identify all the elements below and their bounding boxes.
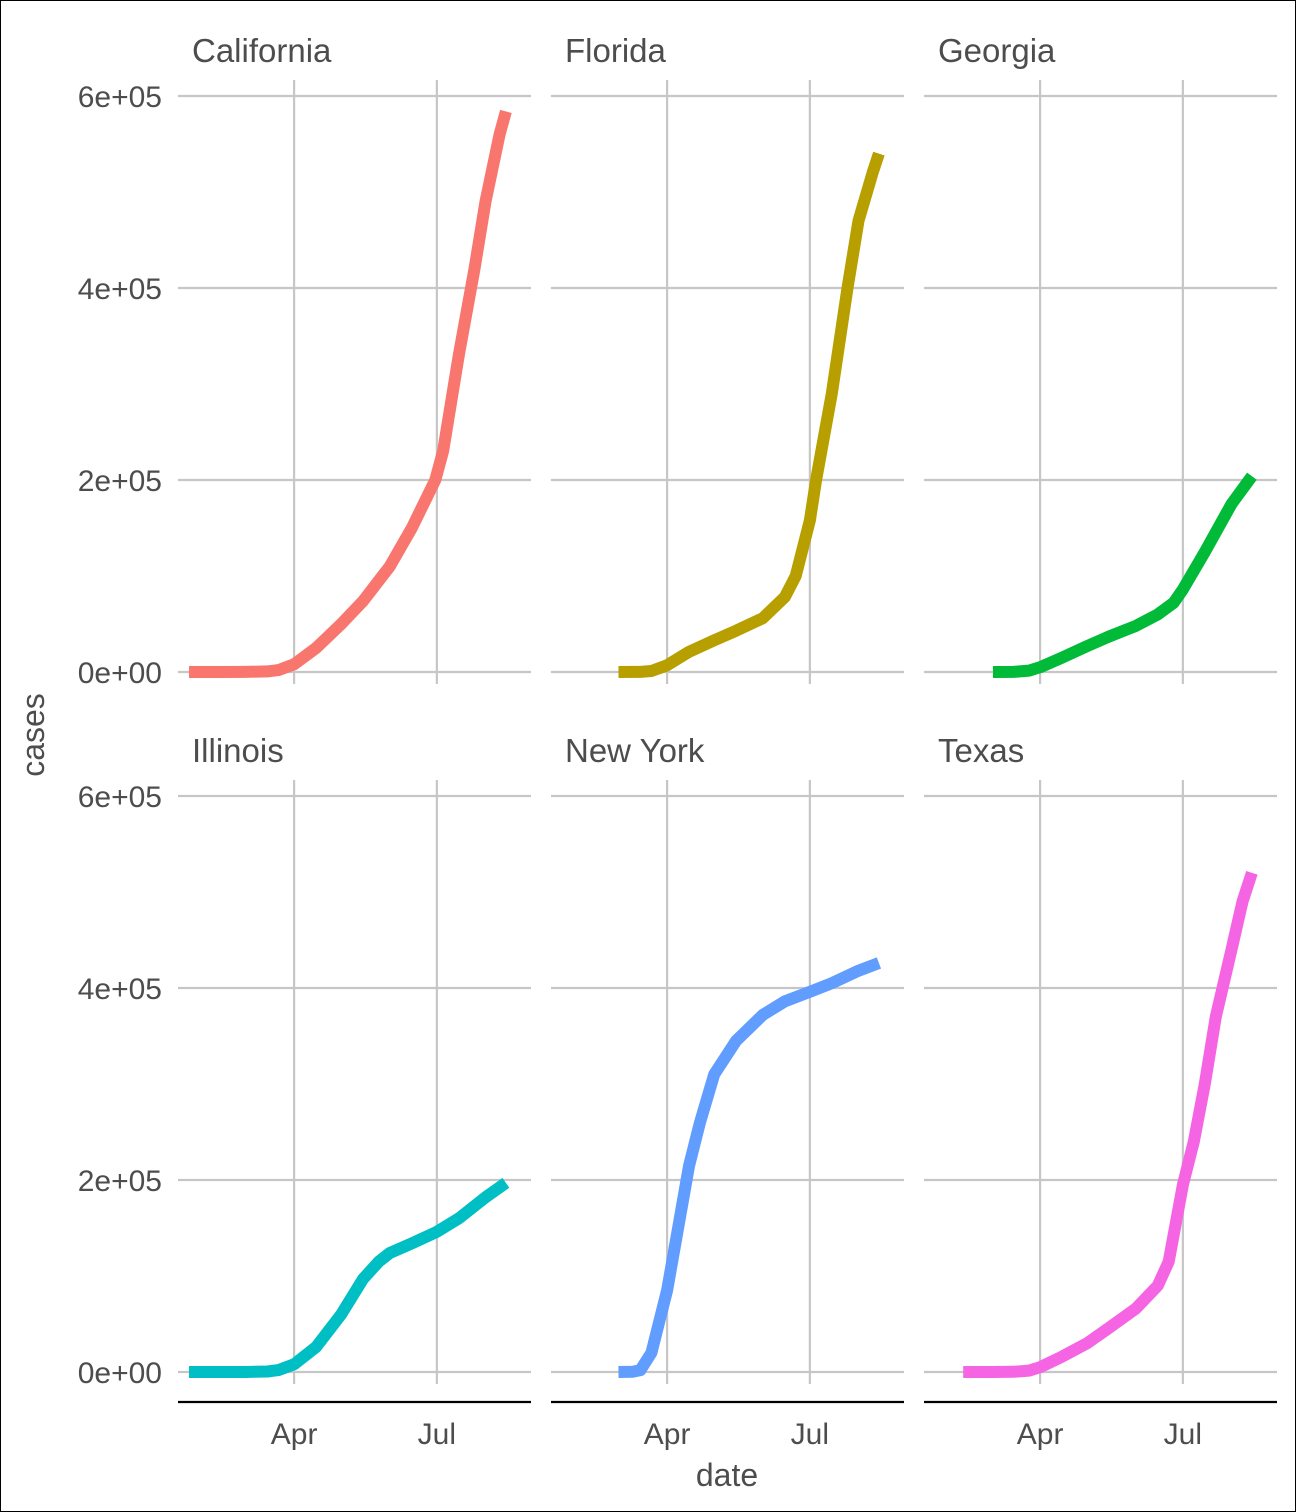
y-tick-label: 4e+05 [78, 273, 162, 306]
facet-panel-california: California 0e+00 2e+05 4e+05 6e+05 [78, 32, 531, 690]
x-tick-label: Apr [271, 1418, 318, 1451]
panel-title: New York [565, 732, 705, 769]
y-tick-label: 6e+05 [78, 81, 162, 114]
facet-panel-florida: Florida [551, 32, 904, 684]
y-tick-label: 4e+05 [78, 973, 162, 1006]
facet-panel-georgia: Georgia [924, 32, 1277, 684]
panel-title: Florida [565, 32, 667, 69]
panel-title: Texas [938, 732, 1024, 769]
series-line-new-york [618, 957, 882, 1378]
y-axis-title: cases [15, 693, 51, 777]
panel-title: Illinois [192, 732, 284, 769]
facet-panel-illinois: Illinois 0e+00 2e+05 4e+05 6e+05 Apr Jul [78, 732, 531, 1451]
y-tick-label: 0e+00 [78, 1357, 162, 1390]
x-tick-label: Apr [1017, 1418, 1064, 1451]
y-tick-label: 0e+00 [78, 657, 162, 690]
series-line-illinois [189, 1177, 510, 1378]
x-tick-label: Jul [418, 1418, 456, 1451]
series-line-texas [963, 870, 1258, 1378]
panel-title: California [192, 32, 332, 69]
facet-panel-texas: Texas Apr Jul [924, 732, 1277, 1451]
series-line-florida [618, 151, 885, 678]
y-tick-label: 6e+05 [78, 781, 162, 814]
series-line-georgia [992, 472, 1257, 678]
x-tick-label: Jul [791, 1418, 829, 1451]
facet-panel-new-york: New York Apr Jul [551, 732, 904, 1451]
x-axis-title: date [696, 1457, 758, 1493]
x-tick-label: Apr [644, 1418, 691, 1451]
x-tick-label: Jul [1164, 1418, 1202, 1451]
y-tick-label: 2e+05 [78, 465, 162, 498]
y-tick-label: 2e+05 [78, 1165, 162, 1198]
panel-title: Georgia [938, 32, 1056, 69]
series-line-california [189, 109, 512, 678]
